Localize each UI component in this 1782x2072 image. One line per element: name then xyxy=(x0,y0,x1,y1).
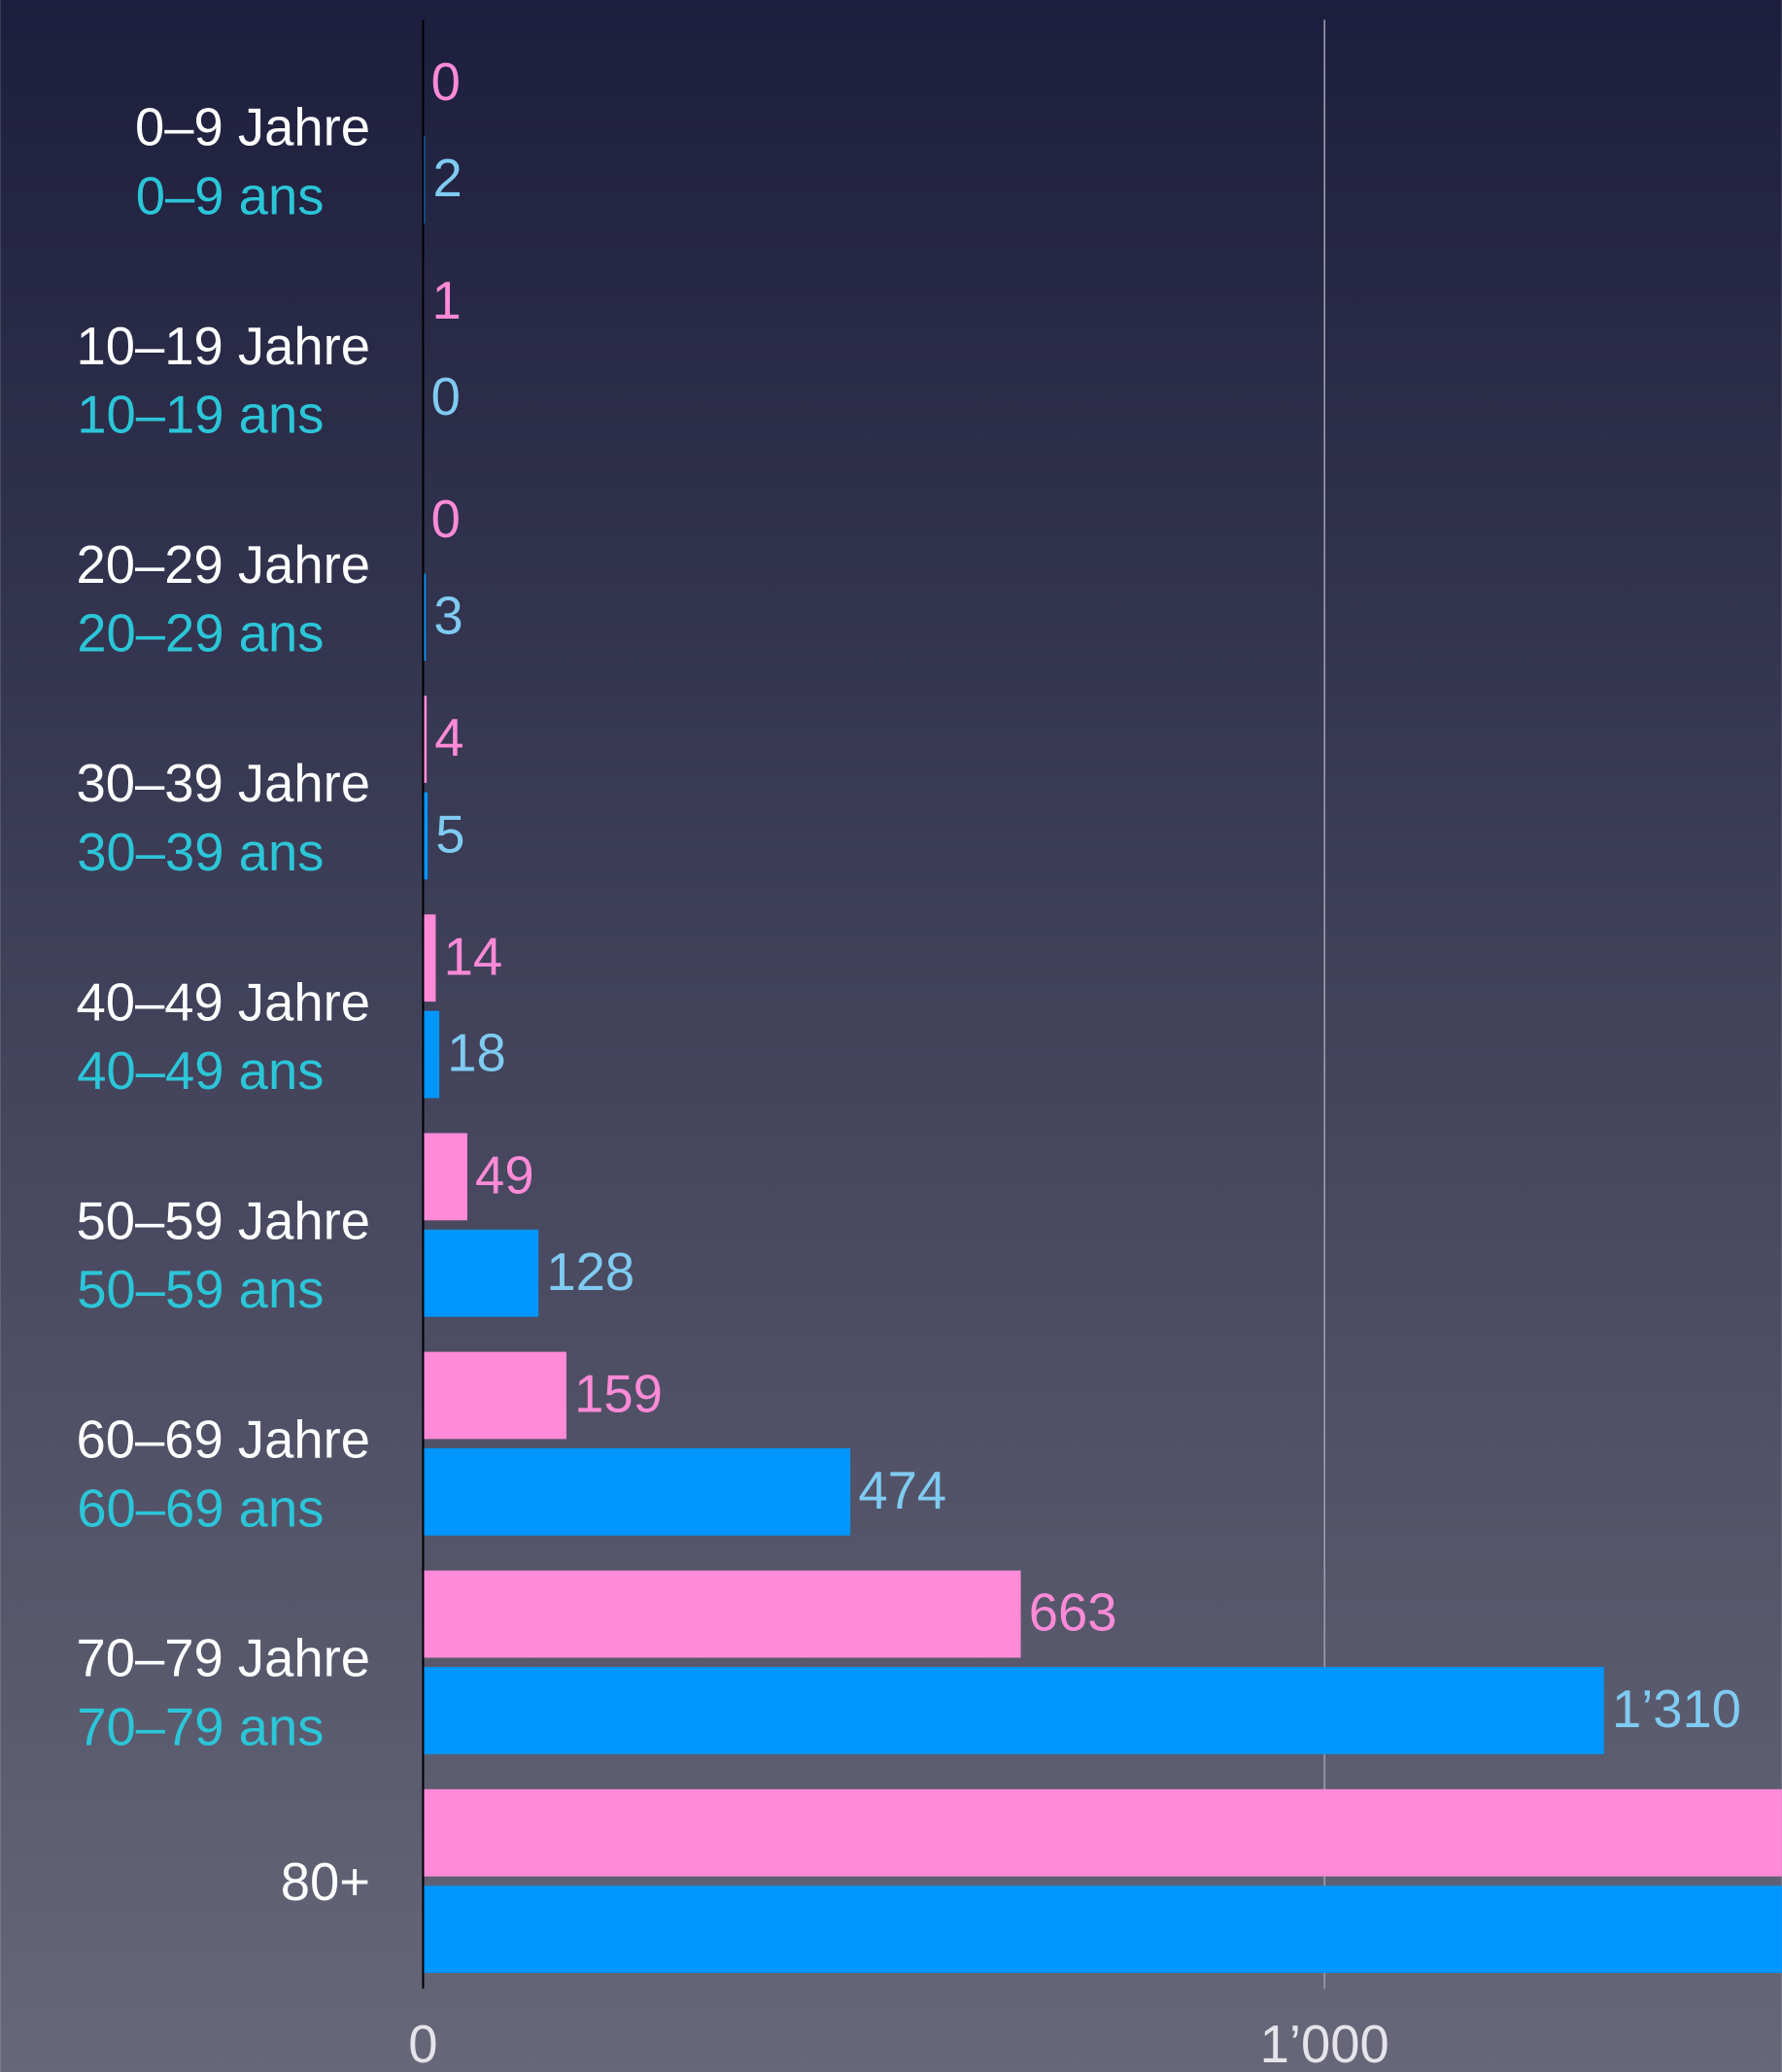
value-label: 4 xyxy=(434,708,463,767)
category-sublabel: 0–9 ans xyxy=(136,166,325,225)
value-label: 663 xyxy=(1029,1583,1117,1643)
value-label: 18 xyxy=(447,1024,506,1083)
bar xyxy=(423,1667,1604,1754)
bars xyxy=(423,136,1782,1973)
value-label: 128 xyxy=(546,1242,634,1302)
x-tick-label: 0 xyxy=(408,2015,437,2072)
bar xyxy=(423,1447,851,1536)
category-label: 60–69 Jahre xyxy=(77,1410,371,1470)
category-label: 30–39 Jahre xyxy=(77,754,371,813)
value-label: 3 xyxy=(433,586,463,645)
category-sublabel: 30–39 ans xyxy=(77,823,324,882)
bar xyxy=(423,1570,1021,1658)
category-label: 70–79 Jahre xyxy=(77,1629,371,1688)
x-tick-label: 1’000 xyxy=(1260,2015,1389,2072)
value-label: 0 xyxy=(431,52,461,112)
category-sublabel: 60–69 ans xyxy=(77,1478,324,1538)
category-sublabel: 10–19 ans xyxy=(77,386,324,445)
value-label: 1 xyxy=(432,271,462,330)
value-label: 2 xyxy=(432,149,462,208)
category-sublabel: 20–29 ans xyxy=(77,604,324,663)
value-label: 49 xyxy=(475,1145,534,1205)
bar xyxy=(423,1010,440,1099)
bar xyxy=(423,792,428,880)
category-label: 40–49 Jahre xyxy=(77,972,371,1032)
bar xyxy=(423,573,427,662)
value-label: 159 xyxy=(574,1365,663,1424)
bar xyxy=(423,1229,539,1317)
category-label: 50–59 Jahre xyxy=(77,1191,371,1250)
value-label: 5 xyxy=(435,805,464,865)
value-label: 14 xyxy=(444,927,503,986)
category-sublabel: 40–49 ans xyxy=(77,1041,324,1101)
category-sublabel: 70–79 ans xyxy=(77,1697,324,1756)
bar xyxy=(423,1788,1782,1877)
value-label: 0 xyxy=(431,367,461,426)
category-sublabel: 50–59 ans xyxy=(77,1260,324,1319)
value-label: 474 xyxy=(858,1461,946,1520)
category-label: 80+ xyxy=(281,1852,370,1912)
bar xyxy=(423,1885,1782,1973)
category-label: 0–9 Jahre xyxy=(135,98,370,157)
bar xyxy=(423,696,428,783)
value-label: 1’310 xyxy=(1612,1680,1741,1739)
bar xyxy=(423,914,436,1002)
category-label: 10–19 Jahre xyxy=(77,317,371,376)
value-label: 0 xyxy=(431,490,461,549)
category-label: 20–29 Jahre xyxy=(77,535,371,594)
bar xyxy=(423,1351,566,1440)
bar xyxy=(423,1133,467,1221)
